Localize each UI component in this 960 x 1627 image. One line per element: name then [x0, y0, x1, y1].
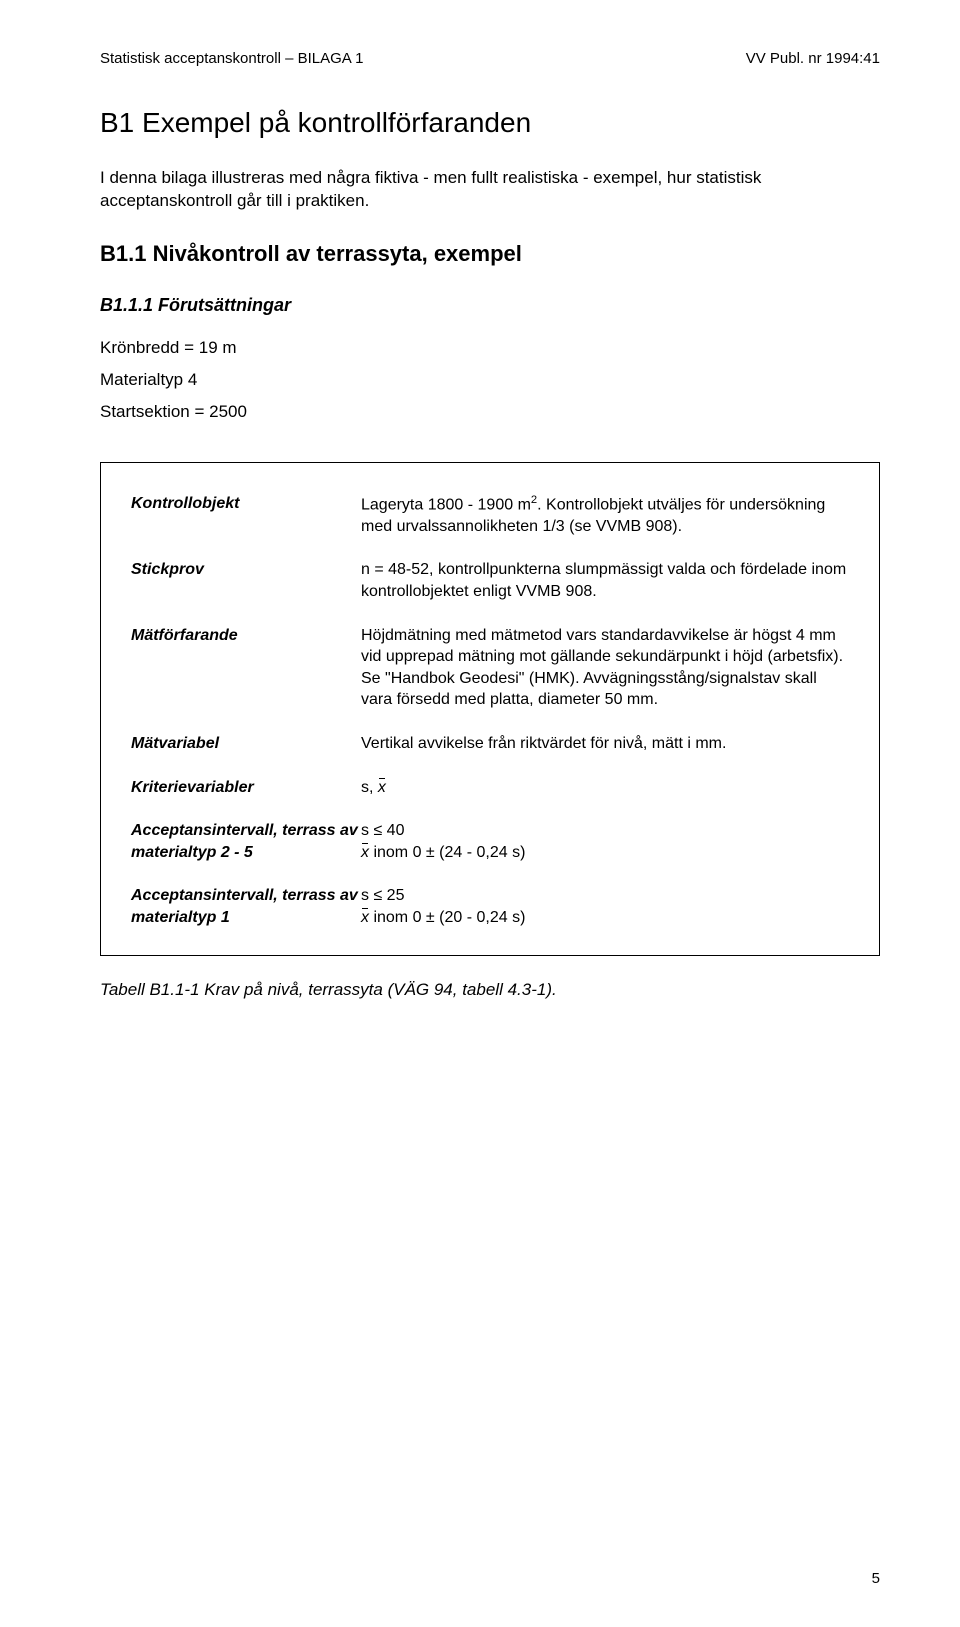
table-row: Acceptansintervall, terrass av materialt…	[131, 820, 849, 863]
row-value-matvariabel: Vertikal avvikelse från riktvärdet för n…	[361, 733, 849, 755]
text-line: x inom 0 ± (24 - 0,24 s)	[361, 842, 849, 864]
table-caption: Tabell B1.1-1 Krav på nivå, terrassyta (…	[100, 980, 880, 1000]
row-label-kriterievariabler: Kriterievariabler	[131, 777, 361, 799]
text-line: s ≤ 25	[361, 885, 849, 907]
table-row: Stickprov n = 48-52, kontrollpunkterna s…	[131, 559, 849, 602]
row-label-matforfarande: Mätförfarande	[131, 625, 361, 647]
text-line: x inom 0 ± (20 - 0,24 s)	[361, 907, 849, 929]
row-value-matforfarande: Höjdmätning med mätmetod vars standardav…	[361, 625, 849, 711]
row-value-kontrollobjekt: Lageryta 1800 - 1900 m2. Kontrollobjekt …	[361, 493, 849, 538]
prereq-line-3: Startsektion = 2500	[100, 402, 880, 422]
row-value-stickprov: n = 48-52, kontrollpunkterna slumpmässig…	[361, 559, 849, 602]
row-value-acceptans-1: s ≤ 25 x inom 0 ± (20 - 0,24 s)	[361, 885, 849, 928]
prereq-line-1: Krönbredd = 19 m	[100, 338, 880, 358]
x-bar-symbol: x	[361, 842, 369, 864]
table-row: Acceptansintervall, terrass av materialt…	[131, 885, 849, 928]
header-right: VV Publ. nr 1994:41	[746, 50, 880, 67]
table-row: Kontrollobjekt Lageryta 1800 - 1900 m2. …	[131, 493, 849, 538]
prereq-line-2: Materialtyp 4	[100, 370, 880, 390]
intro-paragraph: I denna bilaga illustreras med några fik…	[100, 167, 880, 213]
requirements-table: Kontrollobjekt Lageryta 1800 - 1900 m2. …	[100, 462, 880, 956]
text-line: s ≤ 40	[361, 820, 849, 842]
section-heading-b1-1-1: B1.1.1 Förutsättningar	[100, 295, 880, 316]
x-bar-symbol: x	[361, 907, 369, 929]
table-row: Mätförfarande Höjdmätning med mätmetod v…	[131, 625, 849, 711]
row-label-matvariabel: Mätvariabel	[131, 733, 361, 755]
row-label-stickprov: Stickprov	[131, 559, 361, 581]
row-value-acceptans-2-5: s ≤ 40 x inom 0 ± (24 - 0,24 s)	[361, 820, 849, 863]
text: Lageryta 1800 - 1900 m	[361, 496, 531, 513]
section-heading-b1-1: B1.1 Nivåkontroll av terrassyta, exempel	[100, 241, 880, 267]
page-header: Statistisk acceptanskontroll – BILAGA 1 …	[100, 50, 880, 67]
table-row: Kriterievariabler s, x	[131, 777, 849, 799]
row-label-acceptans-1: Acceptansintervall, terrass av materialt…	[131, 885, 361, 928]
row-label-acceptans-2-5: Acceptansintervall, terrass av materialt…	[131, 820, 361, 863]
page-number: 5	[872, 1570, 880, 1587]
x-bar-symbol: x	[378, 777, 386, 799]
page-container: Statistisk acceptanskontroll – BILAGA 1 …	[0, 0, 960, 1627]
header-left: Statistisk acceptanskontroll – BILAGA 1	[100, 50, 363, 67]
text: inom 0 ± (24 - 0,24 s)	[369, 844, 525, 861]
text: inom 0 ± (20 - 0,24 s)	[369, 909, 525, 926]
table-row: Mätvariabel Vertikal avvikelse från rikt…	[131, 733, 849, 755]
page-title: B1 Exempel på kontrollförfaranden	[100, 107, 880, 139]
text: s,	[361, 779, 378, 796]
row-label-kontrollobjekt: Kontrollobjekt	[131, 493, 361, 515]
row-value-kriterievariabler: s, x	[361, 777, 849, 799]
